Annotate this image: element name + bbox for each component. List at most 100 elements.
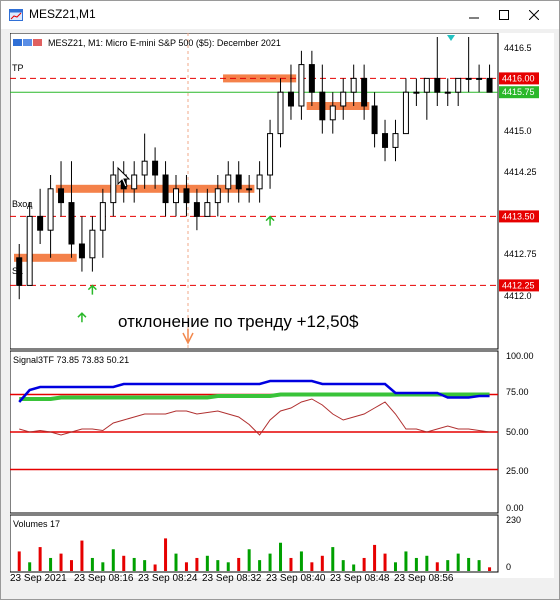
volume-bar [101,562,105,571]
volume-bar [247,549,251,571]
maximize-icon [499,10,509,20]
volume-bar [49,557,53,571]
volume-bar [279,542,283,571]
candle [486,64,493,93]
order-zone [223,74,297,83]
candle [267,119,274,189]
volume-bar [59,553,63,571]
volume-panel[interactable]: Volumes 17 230 0 [9,514,521,573]
candle [455,77,462,106]
signal-tick: 25.00 [506,466,529,476]
volume-bar [164,538,168,571]
volume-bars [17,538,492,571]
signal-line-blue [18,379,490,403]
title-bar[interactable]: MESZ21,M1 [1,1,559,29]
candle [173,175,179,217]
candle [131,161,138,203]
candle [340,78,347,120]
signal-header: Signal3TF 73.85 73.83 50.21 [13,355,129,365]
volume-bar [289,557,293,571]
volume-bar [205,555,209,571]
candle [444,78,451,106]
candle [68,161,75,258]
signal-tick: 75.00 [506,387,529,397]
candle [99,188,106,258]
volume-bar [373,544,377,571]
volume-bar [80,540,84,571]
signal-line-green [19,392,490,401]
candle [371,92,378,148]
candle [287,64,294,120]
maximize-button[interactable] [489,5,519,25]
signal-tick: 100.00 [506,351,534,361]
price-panel[interactable]: MESZ21, M1: Micro E-mini S&P 500 ($5): D… [9,32,499,350]
candle [110,161,117,217]
chart-header: MESZ21, M1: Micro E-mini S&P 500 ($5): D… [48,38,281,48]
candle [319,64,326,134]
volume-bar [425,555,429,571]
signal-tick: 0.00 [506,503,524,513]
time-tick: 23 Sep 08:16 [74,573,134,584]
buy-arrow-icon [77,312,87,323]
volume-bar [435,562,439,571]
volume-bar [341,560,345,571]
close-button[interactable] [519,5,549,25]
volume-tick: 230 [506,515,521,525]
symbol-icon [13,39,42,46]
candle [308,50,315,106]
orange-down-arrow-icon [182,329,194,345]
order-zone [14,253,77,262]
volume-bar [90,557,94,571]
time-axis[interactable]: 23 Sep 2021 23 Sep 08:16 23 Sep 08:24 23… [10,573,500,587]
candle [58,161,65,217]
volume-bar [38,547,42,571]
candle [476,64,483,93]
chart-area[interactable]: MESZ21, M1: Micro E-mini S&P 500 ($5): D… [9,32,554,578]
price-axis[interactable]: 4416.5 4415.0 4414.25 4412.75 4412.0 441… [499,43,539,301]
candle [214,175,221,217]
minimize-button[interactable] [459,5,489,25]
price-tick: 4414.25 [504,167,537,177]
svg-text:4416.00: 4416.00 [502,73,535,83]
time-tick: 23 Sep 08:40 [266,573,326,584]
tp-label: TP [12,63,24,73]
svg-text:4412.25: 4412.25 [502,280,535,290]
volume-bar [268,553,272,571]
price-tag: 4412.25 [499,279,539,292]
volume-bar [17,551,21,571]
candle [193,188,200,231]
candle [78,216,85,272]
window-title: MESZ21,M1 [29,7,96,21]
svg-text:4413.50: 4413.50 [502,211,535,221]
time-tick: 23 Sep 08:24 [138,573,198,584]
candle [204,188,211,217]
time-tick: 23 Sep 08:32 [202,573,262,584]
candle [26,202,33,286]
volume-bar [132,557,136,571]
close-icon [529,10,539,20]
volume-bar [414,557,418,571]
signal-panel[interactable]: Signal3TF 73.85 73.83 50.21 100.00 75.00… [9,350,534,514]
volume-bar [143,560,147,571]
volume-bar [174,553,178,571]
candle [423,77,430,120]
candle [277,78,284,148]
volume-bar [258,560,262,571]
signal-series [18,379,490,436]
candle [350,64,357,106]
volume-bar [352,564,356,571]
volume-bar [477,560,481,571]
volume-bar [404,551,408,571]
candle [392,119,399,162]
volume-bar [320,555,324,571]
volume-bar [153,564,157,571]
chart-canvas[interactable]: MESZ21, M1: Micro E-mini S&P 500 ($5): D… [9,32,554,578]
mouse-cursor-icon [117,166,131,188]
price-tag: 4415.75 [499,86,539,99]
price-tick: 4412.75 [504,249,537,259]
candle [413,78,420,106]
volume-bar [331,547,335,571]
time-tick: 23 Sep 2021 [10,573,67,584]
volume-bar [310,562,314,571]
